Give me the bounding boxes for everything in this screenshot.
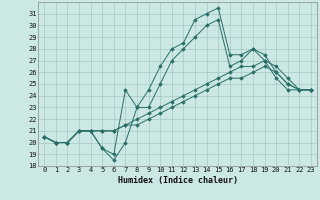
X-axis label: Humidex (Indice chaleur): Humidex (Indice chaleur) [118, 176, 238, 185]
